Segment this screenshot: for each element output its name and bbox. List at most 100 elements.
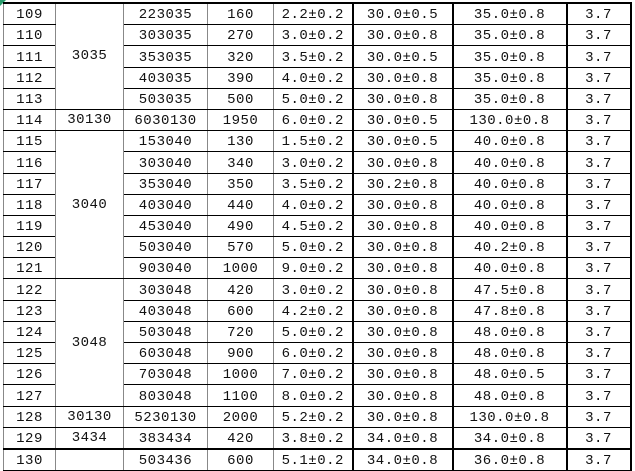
model-code-cell[interactable]: 153040 (123, 130, 208, 153)
length-cell[interactable]: 47.8±0.8 (451, 300, 567, 322)
voltage-cell[interactable]: 3.7 (565, 194, 632, 216)
model-code-cell[interactable]: 703048 (123, 363, 208, 386)
capacity-cell[interactable]: 390 (207, 67, 274, 89)
row-number-cell[interactable]: 111 (3, 45, 56, 68)
length-cell[interactable]: 48.0±0.5 (451, 363, 567, 386)
series-group-cell[interactable]: 30130 (55, 109, 124, 132)
length-cell[interactable]: 48.0±0.8 (451, 384, 567, 407)
capacity-cell[interactable]: 570 (207, 236, 274, 259)
length-cell[interactable]: 130.0±0.8 (451, 109, 567, 132)
width-cell[interactable]: 30.0±0.8 (351, 363, 453, 386)
voltage-cell[interactable]: 3.7 (565, 278, 632, 301)
thickness-cell[interactable]: 3.0±0.2 (273, 278, 353, 301)
width-cell[interactable]: 30.0±0.8 (351, 406, 453, 428)
width-cell[interactable]: 30.0±0.8 (351, 88, 453, 110)
capacity-cell[interactable]: 720 (207, 321, 274, 344)
thickness-cell[interactable]: 6.0±0.2 (273, 109, 353, 132)
row-number-cell[interactable]: 112 (3, 67, 56, 89)
length-cell[interactable]: 48.0±0.8 (451, 321, 567, 344)
thickness-cell[interactable]: 7.0±0.2 (273, 363, 353, 386)
voltage-cell[interactable]: 3.7 (565, 363, 632, 386)
capacity-cell[interactable]: 1100 (207, 384, 274, 407)
voltage-cell[interactable]: 3.7 (565, 2, 632, 26)
length-cell[interactable]: 40.0±0.8 (451, 215, 567, 238)
length-cell[interactable]: 40.2±0.8 (451, 236, 567, 259)
thickness-cell[interactable]: 4.2±0.2 (273, 300, 353, 322)
voltage-cell[interactable]: 3.7 (565, 151, 632, 174)
width-cell[interactable]: 30.0±0.5 (351, 2, 453, 26)
voltage-cell[interactable]: 3.7 (565, 45, 632, 68)
thickness-cell[interactable]: 5.2±0.2 (273, 406, 353, 428)
width-cell[interactable]: 30.0±0.8 (351, 194, 453, 216)
length-cell[interactable]: 40.0±0.8 (451, 173, 567, 195)
voltage-cell[interactable]: 3.7 (565, 130, 632, 153)
length-cell[interactable]: 40.0±0.8 (451, 151, 567, 174)
capacity-cell[interactable]: 900 (207, 342, 274, 365)
length-cell[interactable]: 48.0±0.8 (451, 342, 567, 365)
series-group-cell[interactable] (55, 447, 124, 471)
voltage-cell[interactable]: 3.7 (565, 109, 632, 132)
voltage-cell[interactable]: 3.7 (565, 88, 632, 110)
row-number-cell[interactable]: 115 (3, 130, 56, 153)
thickness-cell[interactable]: 8.0±0.2 (273, 384, 353, 407)
width-cell[interactable]: 30.0±0.5 (351, 45, 453, 68)
model-code-cell[interactable]: 403035 (123, 67, 208, 89)
voltage-cell[interactable]: 3.7 (565, 384, 632, 407)
thickness-cell[interactable]: 3.8±0.2 (273, 427, 353, 450)
capacity-cell[interactable]: 130 (207, 130, 274, 153)
length-cell[interactable]: 40.0±0.8 (451, 257, 567, 280)
row-number-cell[interactable]: 118 (3, 194, 56, 216)
capacity-cell[interactable]: 270 (207, 24, 274, 47)
row-number-cell[interactable]: 128 (3, 406, 56, 428)
capacity-cell[interactable]: 600 (207, 300, 274, 322)
model-code-cell[interactable]: 223035 (123, 2, 208, 26)
capacity-cell[interactable]: 320 (207, 45, 274, 68)
thickness-cell[interactable]: 6.0±0.2 (273, 342, 353, 365)
row-number-cell[interactable]: 122 (3, 278, 56, 301)
length-cell[interactable]: 36.0±0.8 (451, 447, 567, 471)
capacity-cell[interactable]: 1950 (207, 109, 274, 132)
width-cell[interactable]: 30.0±0.8 (351, 257, 453, 280)
thickness-cell[interactable]: 2.2±0.2 (273, 2, 353, 26)
row-number-cell[interactable]: 129 (3, 427, 56, 450)
width-cell[interactable]: 30.0±0.8 (351, 24, 453, 47)
model-code-cell[interactable]: 303040 (123, 151, 208, 174)
capacity-cell[interactable]: 2000 (207, 406, 274, 428)
thickness-cell[interactable]: 4.0±0.2 (273, 67, 353, 89)
width-cell[interactable]: 30.0±0.8 (351, 215, 453, 238)
capacity-cell[interactable]: 500 (207, 88, 274, 110)
voltage-cell[interactable]: 3.7 (565, 236, 632, 259)
voltage-cell[interactable]: 3.7 (565, 173, 632, 195)
width-cell[interactable]: 30.0±0.5 (351, 109, 453, 132)
capacity-cell[interactable]: 490 (207, 215, 274, 238)
thickness-cell[interactable]: 5.0±0.2 (273, 321, 353, 344)
capacity-cell[interactable]: 420 (207, 278, 274, 301)
width-cell[interactable]: 34.0±0.8 (351, 447, 453, 471)
model-code-cell[interactable]: 453040 (123, 215, 208, 238)
row-number-cell[interactable]: 127 (3, 384, 56, 407)
model-code-cell[interactable]: 403040 (123, 194, 208, 216)
model-code-cell[interactable]: 403048 (123, 300, 208, 322)
series-group-cell[interactable]: 30130 (55, 406, 124, 428)
capacity-cell[interactable]: 440 (207, 194, 274, 216)
voltage-cell[interactable]: 3.7 (565, 342, 632, 365)
voltage-cell[interactable]: 3.7 (565, 257, 632, 280)
model-code-cell[interactable]: 383434 (123, 427, 208, 450)
length-cell[interactable]: 35.0±0.8 (451, 88, 567, 110)
voltage-cell[interactable]: 3.7 (565, 406, 632, 428)
capacity-cell[interactable]: 1000 (207, 257, 274, 280)
row-number-cell[interactable]: 126 (3, 363, 56, 386)
length-cell[interactable]: 40.0±0.8 (451, 130, 567, 153)
thickness-cell[interactable]: 5.0±0.2 (273, 236, 353, 259)
model-code-cell[interactable]: 353035 (123, 45, 208, 68)
thickness-cell[interactable]: 3.5±0.2 (273, 173, 353, 195)
model-code-cell[interactable]: 303048 (123, 278, 208, 301)
thickness-cell[interactable]: 9.0±0.2 (273, 257, 353, 280)
width-cell[interactable]: 30.0±0.8 (351, 321, 453, 344)
length-cell[interactable]: 130.0±0.8 (451, 406, 567, 428)
thickness-cell[interactable]: 4.5±0.2 (273, 215, 353, 238)
voltage-cell[interactable]: 3.7 (565, 67, 632, 89)
voltage-cell[interactable]: 3.7 (565, 215, 632, 238)
length-cell[interactable]: 34.0±0.8 (451, 427, 567, 450)
model-code-cell[interactable]: 503035 (123, 88, 208, 110)
